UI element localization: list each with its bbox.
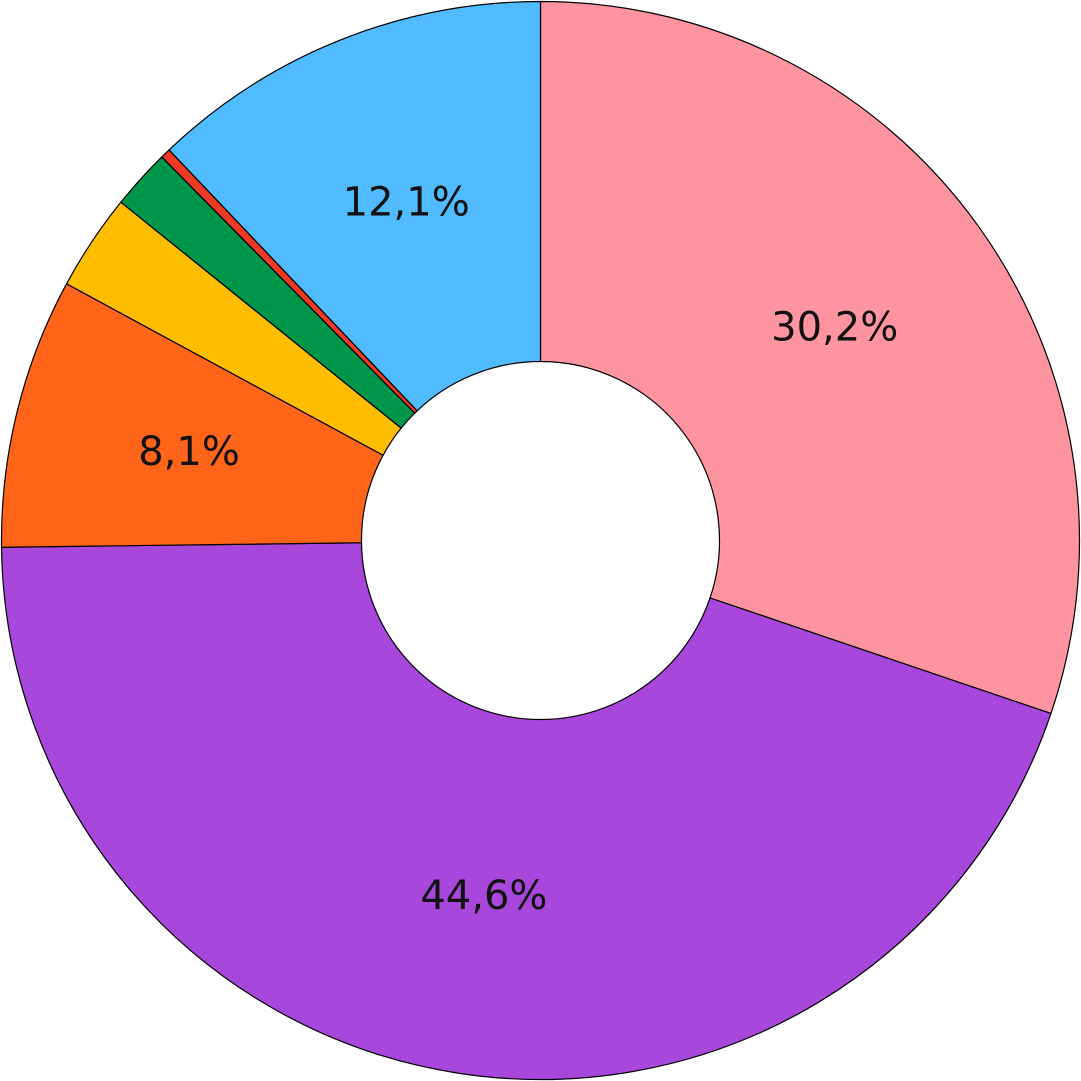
donut-slice bbox=[0, 282, 384, 548]
slice-label: 30,2% bbox=[771, 305, 898, 351]
slice-label: 12,1% bbox=[343, 179, 470, 225]
slice-label: 8,1% bbox=[138, 429, 240, 475]
donut-slice bbox=[0, 542, 1052, 1081]
slice-label: 44,6% bbox=[420, 873, 547, 919]
donut-slice bbox=[539, 0, 1081, 715]
donut-slice bbox=[168, 0, 542, 412]
